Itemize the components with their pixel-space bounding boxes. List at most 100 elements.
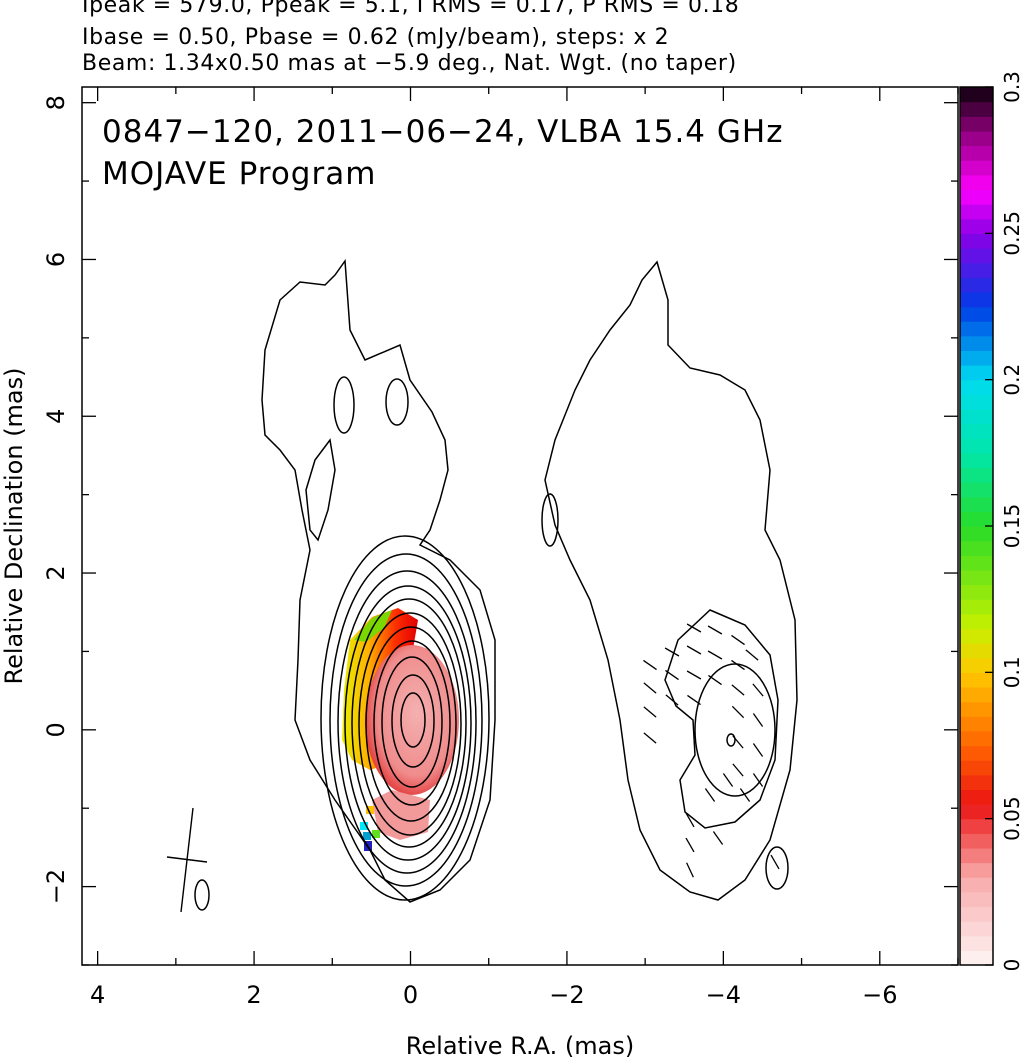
colorbar-tick-label: 0.1: [1000, 656, 1021, 688]
beam-minor-axis: [166, 856, 208, 863]
core-contour-2: [329, 553, 483, 887]
colorbar-swatch: [960, 686, 993, 703]
colorbar-swatch: [960, 540, 993, 556]
colorbar-tick-label: 0.15: [1000, 504, 1021, 549]
polarization-vectors: [643, 623, 780, 878]
colorbar-swatch: [960, 350, 993, 366]
colorbar-swatch: [960, 526, 993, 542]
lobe-contour-2: [694, 663, 776, 797]
colorbar-swatch: [960, 716, 993, 732]
colorbar-swatch: [960, 818, 993, 834]
x-tick-label: 2: [246, 981, 261, 1009]
evpa-vector: [707, 625, 723, 635]
axis-ticks: [82, 87, 959, 966]
evpa-vector: [752, 743, 764, 757]
evpa-vector: [686, 645, 702, 655]
colorbar-swatch: [960, 482, 993, 498]
evpa-vector: [752, 713, 764, 727]
colorbar-swatch: [960, 189, 993, 205]
colorbar-swatch: [960, 701, 993, 717]
colorbar-swatch: [960, 891, 993, 908]
colorbar-swatch: [960, 833, 993, 849]
evpa-vector: [643, 732, 657, 744]
evpa-vector: [752, 683, 764, 697]
core-contour-8: [373, 640, 451, 806]
evpa-vector: [704, 788, 716, 802]
colorbar-swatch: [960, 643, 993, 659]
y-tick-label: 0: [42, 722, 70, 737]
colorbar-tick-label: 0.3: [1000, 71, 1021, 103]
evpa-vector: [731, 705, 745, 719]
y-tick-labels: −2 0 2 4 6 8: [42, 95, 70, 904]
colorbar-swatch: [960, 774, 993, 790]
colorbar-swatch: [960, 496, 993, 512]
colorbar-swatch: [960, 789, 993, 805]
x-tick-labels: 4 2 0 −2 −4 −6: [90, 981, 897, 1009]
evpa-vector: [752, 773, 764, 787]
colorbar-swatch: [960, 423, 993, 439]
colorbar-swatch: [960, 935, 993, 951]
evpa-vector: [745, 649, 759, 661]
map-annotation-title: 0847−120, 2011−06−24, VLBA 15.4 GHz: [102, 114, 783, 150]
colorbar-swatch: [960, 599, 993, 615]
contour-islet-5: [765, 846, 789, 890]
evpa-vector: [722, 773, 734, 787]
evpa-vector: [643, 682, 657, 694]
colorbar: [960, 87, 993, 966]
colorbar-tick-label: 0.05: [1000, 796, 1021, 841]
evpa-vector: [665, 694, 679, 706]
core-contour-5: [351, 598, 467, 848]
x-tick-label: −2: [549, 981, 584, 1009]
evpa-vector: [686, 670, 702, 680]
y-tick-label: 6: [42, 252, 70, 267]
colorbar-swatch: [960, 628, 993, 644]
evpa-vector: [732, 735, 744, 749]
colorbar-swatch: [960, 160, 993, 176]
colorbar-swatch: [960, 569, 993, 586]
colorbar-swatch: [960, 452, 993, 469]
colorbar-swatch: [960, 101, 993, 117]
colorbar-swatch: [960, 657, 993, 673]
colorbar-swatch: [960, 847, 993, 864]
colorbar-swatch: [960, 613, 993, 630]
lobe-contour-1: [664, 609, 779, 829]
colorbar-swatch: [960, 306, 993, 322]
core-contour-1: [320, 535, 490, 901]
header-line-base: Ibase = 0.50, Pbase = 0.62 (mJy/beam), s…: [82, 25, 670, 50]
colorbar-swatch: [960, 906, 993, 922]
colorbar-swatch: [960, 862, 993, 878]
colorbar-swatch: [960, 204, 993, 220]
evpa-vector: [685, 837, 695, 853]
colorbar-swatch: [960, 921, 993, 937]
contour-islet-2: [385, 378, 409, 426]
colorbar-swatch: [960, 87, 993, 103]
colorbar-swatch: [960, 950, 993, 966]
contour-outer-right: [544, 260, 798, 901]
evpa-vector: [685, 812, 695, 828]
core-contour-6: [358, 612, 462, 836]
contour-islet-6: [194, 879, 210, 911]
y-tick-label: 4: [42, 409, 70, 424]
colorbar-swatch: [960, 262, 993, 278]
colorbar-swatch: [960, 174, 993, 191]
colorbar-swatch: [960, 116, 993, 132]
colorbar-swatch: [960, 584, 993, 600]
contour-islet-4: [541, 493, 559, 547]
evpa-vector: [664, 647, 680, 657]
core-contour-10: [391, 674, 435, 768]
evpa-vector: [739, 788, 751, 802]
beam-cross: [166, 807, 208, 913]
colorbar-swatch: [960, 247, 993, 264]
y-tick-label: −2: [42, 869, 70, 904]
evpa-vector: [665, 669, 679, 681]
contour-islet-1: [333, 376, 355, 434]
colorbar-tick-label: 0: [1000, 959, 1021, 972]
evpa-vector: [731, 634, 745, 646]
colorbar-swatch: [960, 218, 993, 234]
intensity-contours: [194, 258, 798, 911]
x-tick-label: 0: [403, 981, 418, 1009]
colorbar-swatch: [960, 365, 993, 381]
evpa-vector: [712, 831, 724, 845]
colorbar-swatch: [960, 467, 993, 483]
colorbar-swatch: [960, 438, 993, 454]
